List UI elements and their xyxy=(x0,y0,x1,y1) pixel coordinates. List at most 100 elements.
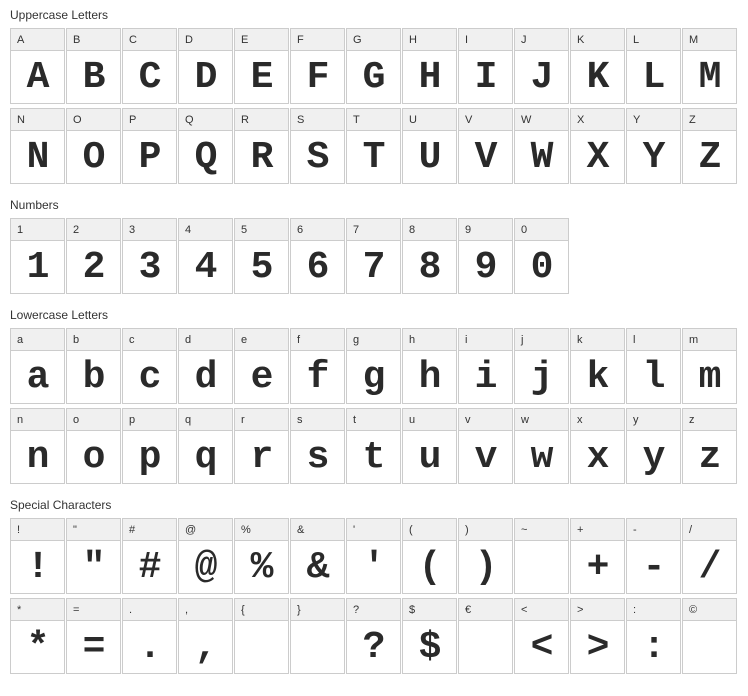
glyph-display: Y xyxy=(627,131,680,183)
glyph-cell: qq xyxy=(178,408,233,484)
glyph-cell: >> xyxy=(570,598,625,674)
glyph-label: % xyxy=(235,519,288,541)
glyph-cell: DD xyxy=(178,28,233,104)
glyph-display: c xyxy=(123,351,176,403)
glyph-label: s xyxy=(291,409,344,431)
glyph-cell: ll xyxy=(626,328,681,404)
glyph-cell: yy xyxy=(626,408,681,484)
glyph-cell: ee xyxy=(234,328,289,404)
glyph-label: L xyxy=(627,29,680,51)
glyph-display: G xyxy=(347,51,400,103)
glyph-display xyxy=(683,621,736,673)
glyph-display: 1 xyxy=(11,241,64,293)
glyph-cell: 33 xyxy=(122,218,177,294)
glyph-cell: 11 xyxy=(10,218,65,294)
glyph-display: q xyxy=(179,431,232,483)
glyph-cell: bb xyxy=(66,328,121,404)
glyph-label: d xyxy=(179,329,232,351)
glyph-display: @ xyxy=(179,541,232,593)
glyph-label: 2 xyxy=(67,219,120,241)
glyph-label: E xyxy=(235,29,288,51)
glyph-display: = xyxy=(67,621,120,673)
section-title: Lowercase Letters xyxy=(10,308,738,322)
glyph-cell: ~ xyxy=(514,518,569,594)
glyph-cell: VV xyxy=(458,108,513,184)
glyph-cell: nn xyxy=(10,408,65,484)
glyph-label: e xyxy=(235,329,288,351)
glyph-label: ' xyxy=(347,519,400,541)
glyph-display: 5 xyxy=(235,241,288,293)
glyph-label: , xyxy=(179,599,232,621)
glyph-cell: CC xyxy=(122,28,177,104)
glyph-cell: WW xyxy=(514,108,569,184)
glyph-label: i xyxy=(459,329,512,351)
glyph-cell: GG xyxy=(346,28,401,104)
section: Lowercase Lettersaabbccddeeffgghhiijjkkl… xyxy=(10,308,738,484)
glyph-cell: 66 xyxy=(290,218,345,294)
glyph-display: 2 xyxy=(67,241,120,293)
glyph-cell: rr xyxy=(234,408,289,484)
section-title: Numbers xyxy=(10,198,738,212)
glyph-display: + xyxy=(571,541,624,593)
glyph-display: 9 xyxy=(459,241,512,293)
glyph-label: - xyxy=(627,519,680,541)
section: Uppercase LettersAABBCCDDEEFFGGHHIIJJKKL… xyxy=(10,8,738,184)
glyph-display xyxy=(515,541,568,593)
glyph-label: } xyxy=(291,599,344,621)
glyph-label: 9 xyxy=(459,219,512,241)
glyph-cell: kk xyxy=(570,328,625,404)
glyph-display: s xyxy=(291,431,344,483)
glyph-cell: SS xyxy=(290,108,345,184)
glyph-cell: aa xyxy=(10,328,65,404)
glyph-label: < xyxy=(515,599,568,621)
glyph-row: nnooppqqrrssttuuvvwwxxyyzz xyxy=(10,408,738,484)
glyph-cell: QQ xyxy=(178,108,233,184)
glyph-display: C xyxy=(123,51,176,103)
glyph-label: $ xyxy=(403,599,456,621)
glyph-display: - xyxy=(627,541,680,593)
glyph-label: Z xyxy=(683,109,736,131)
glyph-cell: MM xyxy=(682,28,737,104)
glyph-display: 8 xyxy=(403,241,456,293)
glyph-display: R xyxy=(235,131,288,183)
glyph-cell: XX xyxy=(570,108,625,184)
glyph-label: I xyxy=(459,29,512,51)
glyph-cell: vv xyxy=(458,408,513,484)
glyph-cell: '' xyxy=(346,518,401,594)
glyph-label: @ xyxy=(179,519,232,541)
glyph-display: ( xyxy=(403,541,456,593)
glyph-cell: 22 xyxy=(66,218,121,294)
glyph-label: r xyxy=(235,409,288,431)
glyph-display: E xyxy=(235,51,288,103)
glyph-cell: $$ xyxy=(402,598,457,674)
glyph-cell: ww xyxy=(514,408,569,484)
glyph-label: D xyxy=(179,29,232,51)
glyph-cell: mm xyxy=(682,328,737,404)
glyph-display: , xyxy=(179,621,232,673)
glyph-cell: .. xyxy=(122,598,177,674)
glyph-label: n xyxy=(11,409,64,431)
glyph-display: : xyxy=(627,621,680,673)
glyph-cell: ff xyxy=(290,328,345,404)
glyph-cell: 88 xyxy=(402,218,457,294)
glyph-cell: 99 xyxy=(458,218,513,294)
glyph-display: N xyxy=(11,131,64,183)
glyph-display: M xyxy=(683,51,736,103)
glyph-label: " xyxy=(67,519,120,541)
glyph-display: ' xyxy=(347,541,400,593)
glyph-cell: 00 xyxy=(514,218,569,294)
glyph-label: o xyxy=(67,409,120,431)
glyph-label: j xyxy=(515,329,568,351)
glyph-display: A xyxy=(11,51,64,103)
glyph-cell: LL xyxy=(626,28,681,104)
glyph-display: U xyxy=(403,131,456,183)
glyph-label: N xyxy=(11,109,64,131)
glyph-display: 3 xyxy=(123,241,176,293)
glyph-cell: -- xyxy=(626,518,681,594)
glyph-cell: 77 xyxy=(346,218,401,294)
font-character-map: Uppercase LettersAABBCCDDEEFFGGHHIIJJKKL… xyxy=(10,8,738,674)
glyph-label: / xyxy=(683,519,736,541)
glyph-row: NNOOPPQQRRSSTTUUVVWWXXYYZZ xyxy=(10,108,738,184)
glyph-display: f xyxy=(291,351,344,403)
glyph-label: W xyxy=(515,109,568,131)
